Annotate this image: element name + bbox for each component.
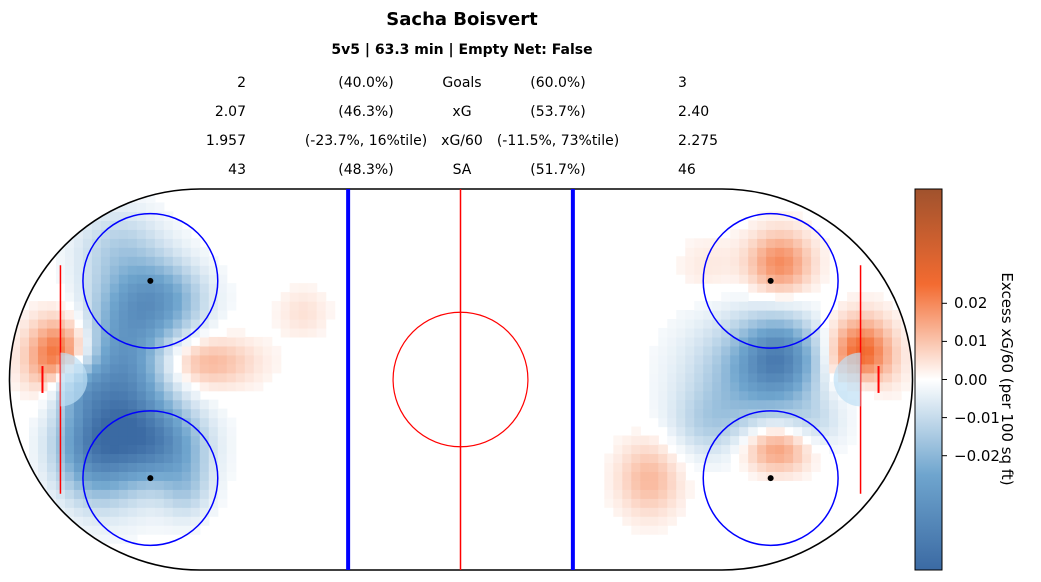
stat-label: SA <box>452 162 472 178</box>
heatmap-layer <box>11 193 911 544</box>
colorbar-tick-label: −0.01 <box>954 408 1000 427</box>
stat-right-value: 2.275 <box>678 133 719 149</box>
rink-markings <box>8 188 914 571</box>
faceoff-circle <box>702 212 839 349</box>
goal-crease <box>60 352 88 407</box>
stat-left-value: 2 <box>237 75 246 91</box>
stat-left-pct: (-23.7%, 16%tile) <box>304 133 428 149</box>
stat-left-pct: (46.3%) <box>338 104 394 120</box>
faceoff-dot <box>147 277 154 284</box>
stat-right-pct: (51.7%) <box>530 162 586 178</box>
stat-right-pct: (60.0%) <box>530 75 586 91</box>
faceoff-dot <box>767 277 774 284</box>
stat-right-value: 2.40 <box>678 104 710 120</box>
faceoff-circle <box>82 410 219 547</box>
colorbar <box>914 188 947 571</box>
stat-right-value: 46 <box>678 162 696 178</box>
faceoff-circle <box>702 410 839 547</box>
stat-left-value: 43 <box>228 162 246 178</box>
stat-label: xG/60 <box>441 133 483 149</box>
colorbar-label: Excess xG/60 (per 100 sq ft) <box>998 272 1016 486</box>
center-circle <box>392 311 529 448</box>
chart-subtitle: 5v5 | 63.3 min | Empty Net: False <box>331 42 593 58</box>
stat-right-pct: (53.7%) <box>530 104 586 120</box>
stat-left-pct: (40.0%) <box>338 75 394 91</box>
colorbar-tick-label: 0.00 <box>954 370 988 389</box>
faceoff-dot <box>147 475 154 482</box>
stat-label: Goals <box>442 75 482 91</box>
colorbar-tick-label: 0.02 <box>954 294 988 313</box>
stat-left-pct: (48.3%) <box>338 162 394 178</box>
colorbar-tick-label: 0.01 <box>954 332 988 351</box>
stat-label: xG <box>452 104 472 120</box>
stat-left-value: 2.07 <box>214 104 246 120</box>
goal-crease <box>833 352 861 407</box>
faceoff-circle <box>82 212 219 349</box>
faceoff-dot <box>767 475 774 482</box>
stat-right-pct: (-11.5%, 73%tile) <box>496 133 620 149</box>
stat-right-value: 3 <box>678 75 687 91</box>
colorbar-bar <box>914 188 943 571</box>
colorbar-tick-label: −0.02 <box>954 446 1000 465</box>
rink-boards <box>8 188 914 571</box>
stat-left-value: 1.957 <box>205 133 246 149</box>
chart-title: Sacha Boisvert <box>386 9 538 30</box>
